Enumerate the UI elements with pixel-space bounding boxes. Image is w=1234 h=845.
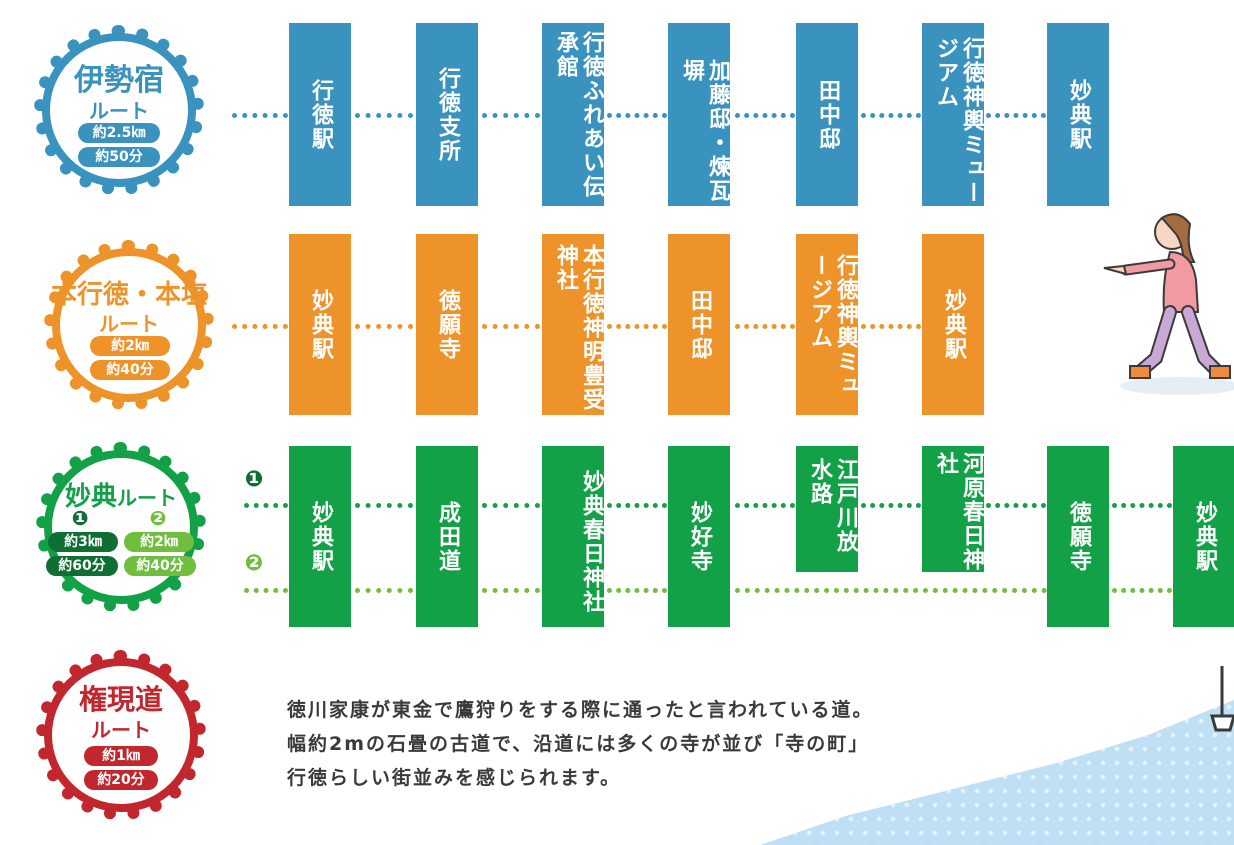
route-1-connector [1112, 503, 1172, 508]
route-connector [861, 113, 921, 118]
route-1-marker: ❶ [244, 467, 264, 492]
route-2-connector [1112, 588, 1172, 593]
route-name-main: 妙典 [64, 482, 117, 512]
station-myoden[interactable]: 妙典駅 [922, 234, 984, 415]
route-connector [735, 113, 795, 118]
station-toyouke-jinja[interactable]: 本行徳神明豊受神社 [542, 234, 604, 415]
station-myoden[interactable]: 妙典駅 [1173, 446, 1234, 627]
route-1-connector [482, 503, 540, 508]
route-1-connector [355, 503, 413, 508]
distance-pill: 約2㎞ [90, 336, 170, 356]
route-sub: ルート [99, 312, 159, 336]
station-myoden[interactable]: 妙典駅 [289, 234, 351, 415]
time-pill: 約50分 [78, 147, 160, 167]
route-name: 本行徳・本塩 [50, 280, 207, 310]
station-myoko-ji[interactable]: 妙好寺 [668, 446, 730, 627]
route-sub: ルート [89, 99, 149, 123]
station-tokugan-ji[interactable]: 徳願寺 [416, 234, 478, 415]
route-connector [482, 324, 540, 329]
route-1-connector [244, 503, 288, 508]
station-edogawa-horo[interactable]: 江戸川放水路 [796, 446, 858, 572]
time-pill: 約20分 [84, 770, 158, 790]
route-connector [232, 324, 288, 329]
route-connector [482, 113, 540, 118]
station-tanaka-tei[interactable]: 田中邸 [668, 234, 730, 415]
route-badge-gongen[interactable]: 権現道 ルート 約1㎞ 約20分 [36, 650, 206, 820]
station-gyotoku-shisho[interactable]: 行徳支所 [416, 23, 478, 206]
distance-pill: 約1㎞ [84, 746, 158, 766]
station-tokugan-ji[interactable]: 徳願寺 [1047, 446, 1109, 627]
station-narita-michi[interactable]: 成田道 [416, 446, 478, 627]
station-kawara-kasuga-jinja[interactable]: 河原春日神社 [922, 446, 984, 572]
route-name: 権現道 [78, 683, 163, 716]
route-2-connector [355, 588, 413, 593]
route-connector [232, 113, 288, 118]
route-number-1: ❶ [71, 506, 89, 530]
station-fureai-denshokan[interactable]: 行徳ふれあい伝承館 [542, 23, 604, 206]
route-2-connector [735, 588, 1047, 593]
route-number-2: ❷ [149, 506, 167, 530]
route-1-connector [735, 503, 795, 508]
route-2-connector [244, 588, 288, 593]
route-1-connector [986, 503, 1046, 508]
route-1-connector [861, 503, 921, 508]
route-connector [986, 113, 1046, 118]
route-connector [607, 324, 667, 329]
route-badge-honshio[interactable]: 本行徳・本塩 ルート 約2㎞ 約40分 [44, 240, 214, 410]
distance-pill-1: 約3㎞ [48, 532, 118, 552]
station-myoden[interactable]: 妙典駅 [1047, 23, 1109, 206]
time-pill-1: 約60分 [46, 556, 118, 576]
station-tanaka-tei[interactable]: 田中邸 [796, 23, 858, 206]
route-2-connector [482, 588, 540, 593]
route-sub: ルート [91, 718, 151, 742]
route-connector [355, 324, 413, 329]
time-pill-2: 約40分 [124, 556, 196, 576]
route-connector [861, 324, 921, 329]
station-gyotoku[interactable]: 行徳駅 [289, 23, 351, 206]
route-badge-ise[interactable]: 伊勢宿 ルート 約2.5㎞ 約50分 [34, 25, 204, 195]
gongen-description: 徳川家康が東金で鷹狩りをする際に通ったと言われている道。 幅約2mの石畳の古道で… [287, 693, 987, 795]
route-1-connector [607, 503, 667, 508]
route-sub: ルート [117, 486, 177, 510]
description-line: 徳川家康が東金で鷹狩りをする際に通ったと言われている道。 [287, 699, 874, 721]
distance-pill-2: 約2㎞ [124, 532, 194, 552]
lamp-post-illustration [1210, 666, 1234, 732]
route-connector [607, 113, 667, 118]
route-badge-myoden[interactable]: 妙典ルート ❶ ❷ 約3㎞ 約2㎞ 約60分 約40分 [36, 442, 206, 612]
walking-people-illustration [1103, 213, 1234, 395]
route-2-marker: ❷ [244, 551, 264, 576]
station-myoden[interactable]: 妙典駅 [289, 446, 351, 627]
station-kato-tei[interactable]: 加藤邸・煉瓦塀 [668, 23, 730, 206]
station-mikoshi-museum[interactable]: 行徳神輿ミュージアム [796, 234, 858, 415]
station-myoden-kasuga-jinja[interactable]: 妙典春日神社 [542, 446, 604, 627]
route-2-connector [607, 588, 667, 593]
route-name: 妙典ルート [48, 476, 194, 513]
time-pill: 約40分 [90, 360, 170, 380]
station-mikoshi-museum[interactable]: 行徳神輿ミュージアム [922, 23, 984, 206]
description-line: 行徳らしい街並みを感じられます。 [287, 767, 622, 789]
distance-pill: 約2.5㎞ [78, 123, 160, 143]
route-name: 伊勢宿 [74, 63, 164, 98]
route-connector [735, 324, 795, 329]
description-line: 幅約2mの石畳の古道で、沿道には多くの寺が並び「寺の町」 [287, 733, 870, 755]
route-connector [355, 113, 413, 118]
